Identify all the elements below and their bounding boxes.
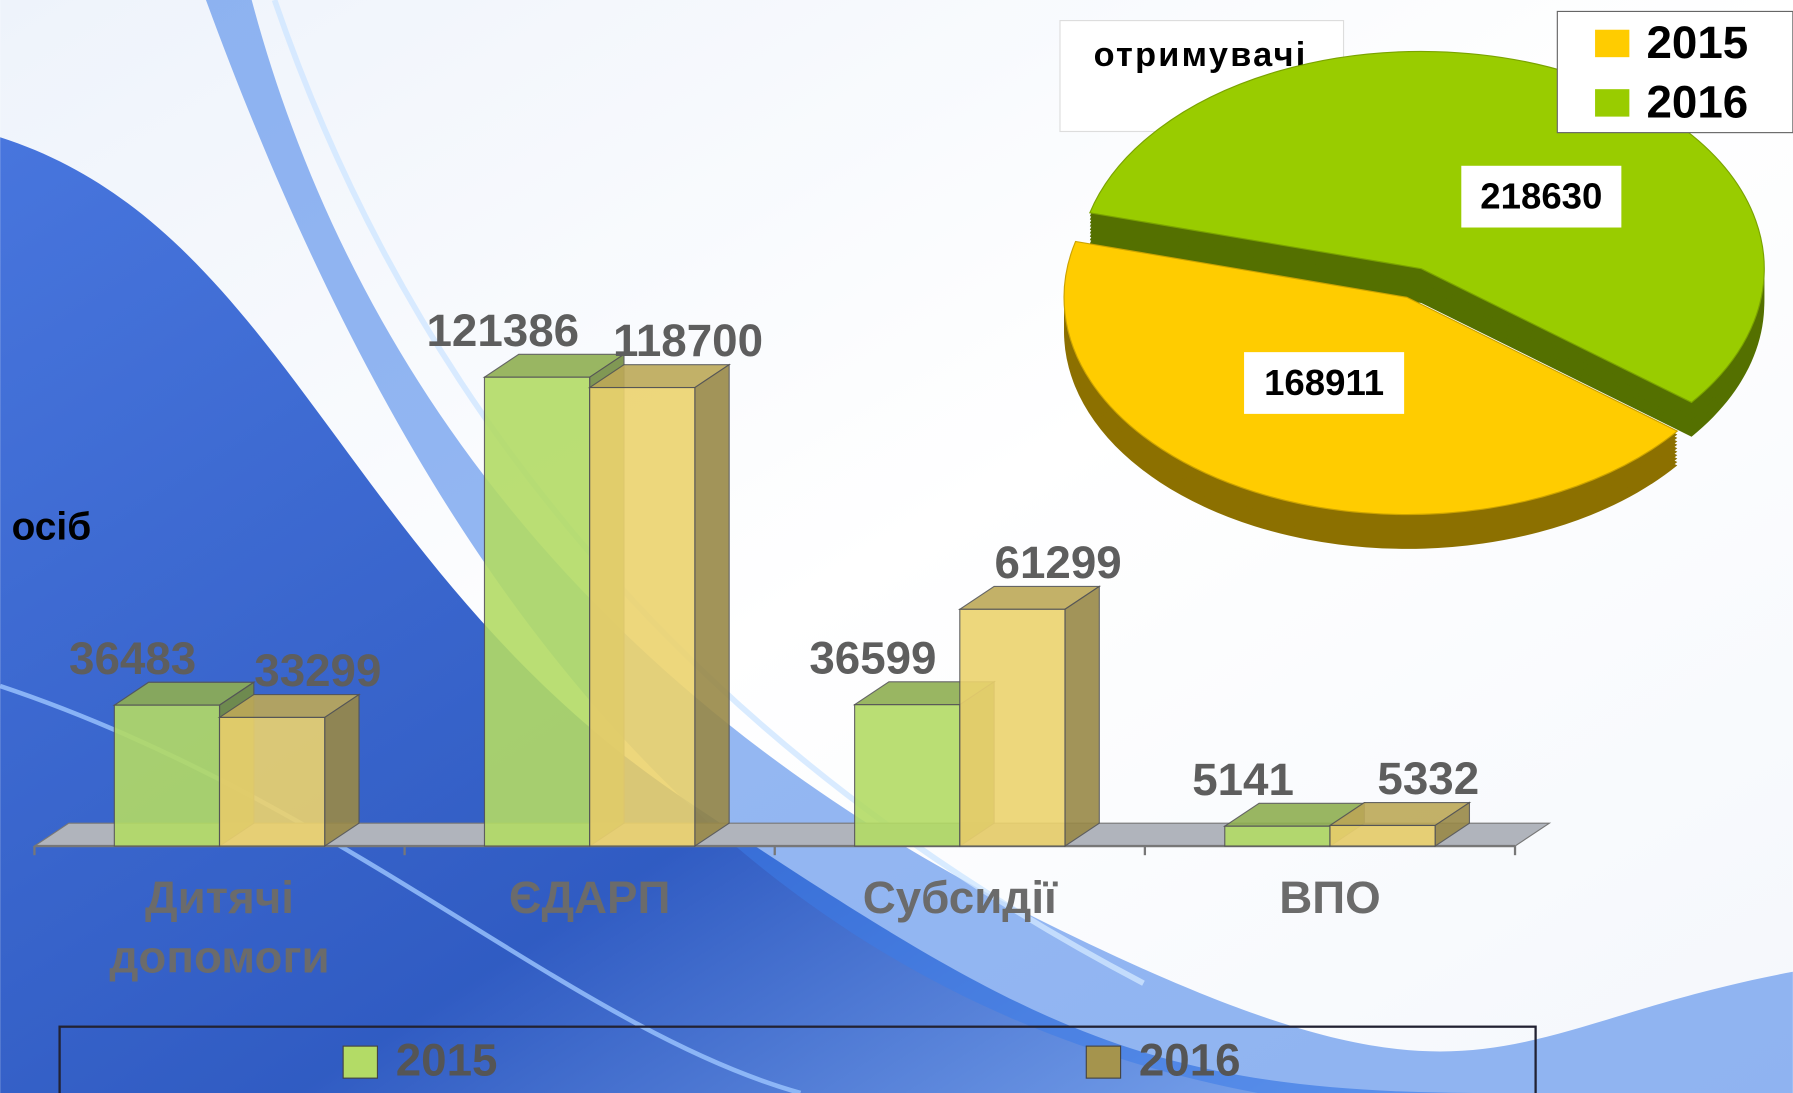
data-label-box: [1244, 352, 1405, 414]
bar-side: [694, 363, 730, 848]
data-label: 168911: [1264, 362, 1384, 403]
bar: [1224, 825, 1331, 847]
legend-label: 2016: [1139, 1034, 1241, 1085]
legend-box: [58, 1025, 1537, 1093]
legend-swatch: [1595, 89, 1630, 117]
bar: [483, 376, 591, 847]
bar: [113, 704, 221, 847]
data-label: 5332: [1377, 753, 1479, 804]
legend-label: 2016: [1647, 76, 1749, 127]
bar: [218, 716, 326, 847]
swoosh: [0, 137, 1487, 1093]
bar-side: [324, 693, 360, 848]
pie-title: отримувачі: [1094, 36, 1308, 74]
legend-swatch: [342, 1045, 379, 1079]
x-tick-label: ЄДАРП: [509, 872, 670, 923]
data-label: 118700: [613, 315, 763, 366]
x-tick-label: Субсидії: [863, 872, 1058, 923]
data-label: 121386: [426, 305, 579, 356]
y-axis-label: осіб: [12, 506, 92, 549]
legend-label: 2015: [1647, 17, 1749, 68]
data-label: 36483: [69, 633, 196, 684]
bar-side: [1064, 585, 1100, 848]
data-label: 5141: [1192, 754, 1294, 805]
data-label: 218630: [1480, 176, 1602, 217]
x-tick-label: ВПО: [1279, 872, 1380, 923]
bar: [1329, 824, 1436, 847]
bar: [959, 608, 1066, 847]
data-label-box: [1461, 165, 1622, 228]
data-label: 33299: [254, 645, 381, 696]
legend-label: 2015: [396, 1034, 498, 1085]
legend-swatch: [1085, 1045, 1122, 1079]
x-tick-label: Дитячі допомоги: [109, 872, 329, 982]
bar: [854, 704, 961, 847]
data-label: 61299: [995, 537, 1122, 588]
data-label: 36599: [809, 632, 936, 683]
bar: [589, 386, 696, 847]
legend-swatch: [1595, 29, 1630, 58]
